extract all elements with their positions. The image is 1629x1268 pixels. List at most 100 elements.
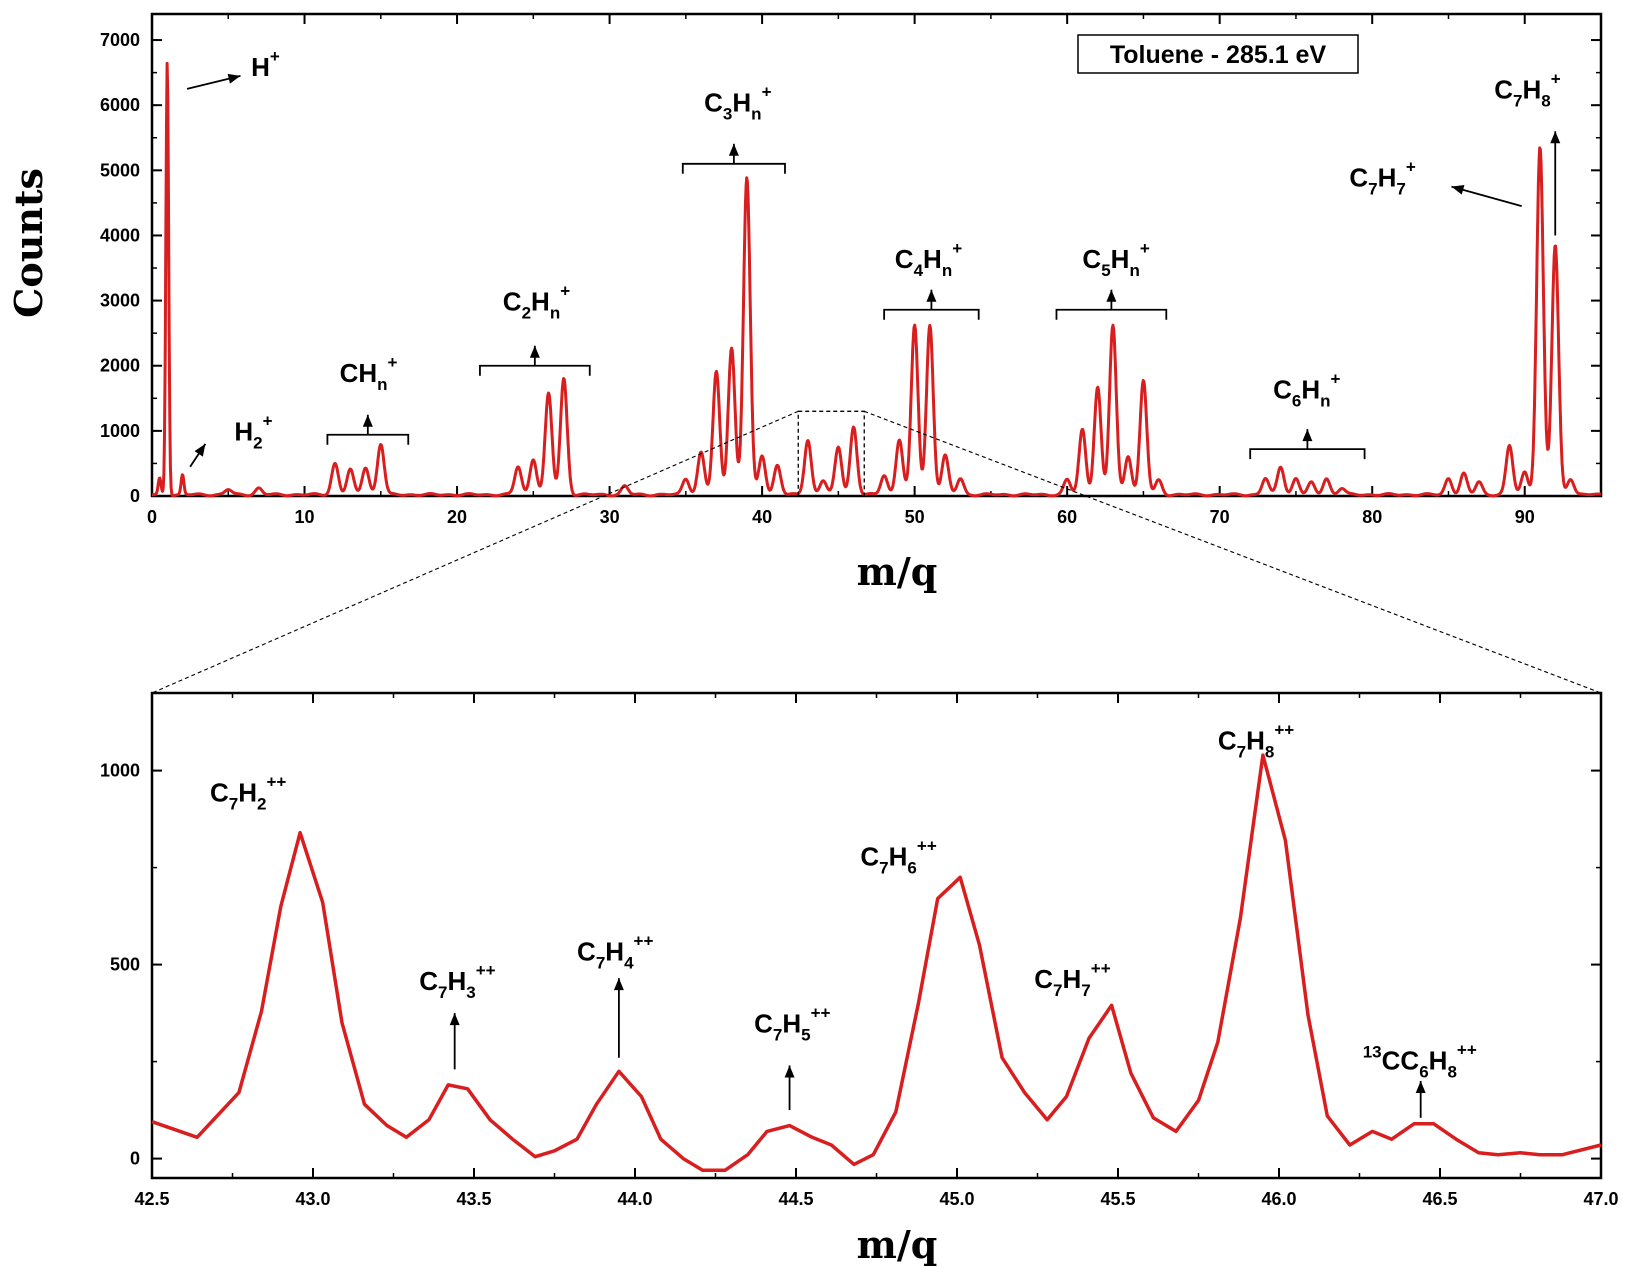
h-plus-arrow-head — [227, 73, 241, 84]
overview-group-label-part: C — [1494, 75, 1513, 105]
zoom-x-tick-label: 45.5 — [1100, 1189, 1135, 1209]
overview-spectrum-line — [151, 61, 1602, 498]
overview-x-tick-label: 40 — [752, 507, 772, 527]
zoom-peak-label-part: C — [1034, 964, 1053, 994]
group-bracket — [681, 162, 786, 174]
zoom-x-tick-label: 45.0 — [939, 1189, 974, 1209]
overview-group-label: C7H7+ — [1349, 158, 1416, 199]
zoom-peak-label: C7H2++ — [210, 773, 286, 814]
zoom-peak-label-part: 7 — [438, 983, 447, 1002]
zoom-region-box — [797, 410, 865, 497]
overview-group-label-part: H — [1111, 244, 1130, 274]
zoom-peak-label-part: ++ — [811, 1004, 831, 1023]
overview-group-label-part: 3 — [723, 105, 732, 124]
overview-group-label-part: H — [531, 286, 550, 316]
overview-group-label: C7H8+ — [1494, 70, 1561, 111]
overview-group-label-part: n — [377, 375, 387, 394]
zoom-peak-label-part: 2 — [257, 795, 266, 814]
overview-group-label-part: C — [895, 244, 914, 274]
group-bracket-arrow-head — [926, 289, 937, 302]
zoom-peak-label-part: 7 — [1081, 981, 1090, 1000]
zoom-peak-label-part: C — [419, 966, 438, 996]
zoom-peak-arrow-head — [1415, 1081, 1426, 1093]
overview-group-label: C6Hn+ — [1273, 369, 1340, 410]
overview-group-label-part: + — [388, 353, 398, 372]
zoom-peak-label: C7H5++ — [754, 1004, 830, 1045]
overview-x-tick-label: 60 — [1057, 507, 1077, 527]
overview-group-label-part: 2 — [253, 434, 262, 453]
zoom-peak-label-part: ++ — [634, 932, 654, 951]
zoom-peak-label: C7H4++ — [577, 932, 653, 973]
zoom-peak-arrow-head — [784, 1065, 795, 1078]
overview-group-label: C2Hn+ — [503, 281, 570, 322]
overview-group-label-part: H — [1522, 75, 1541, 105]
overview-group-label-part: 7 — [1368, 180, 1377, 199]
zoom-x-tick-label: 46.5 — [1422, 1189, 1457, 1209]
zoom-peak-label-part: 6 — [1419, 1062, 1428, 1081]
overview-group-label-part: 6 — [1292, 391, 1301, 410]
overview-group-label-part: n — [942, 261, 952, 280]
overview-group-label-part: n — [550, 303, 560, 322]
overview-group-label-part: 4 — [914, 261, 924, 280]
overview-group-label-part: 8 — [1541, 92, 1550, 111]
overview-group-label: C4Hn+ — [895, 239, 962, 280]
overview-group-label-part: H — [1301, 374, 1320, 404]
zoom-ticks: 42.5 43.0 43.5 44.0 44.5 45.0 45.5 46.0 46.5 47.0… — [100, 693, 1619, 1209]
zoom-peak-label-part: C — [577, 937, 596, 967]
c7h7-plus-arrow — [1451, 185, 1522, 208]
zoom-annotations: C7H2++C7H3++C7H4++C7H5++C7H6++C7H7++C7H8… — [210, 720, 1477, 1118]
zoom-peak-label: C7H7++ — [1034, 959, 1110, 1000]
overview-x-tick-label: 70 — [1210, 507, 1230, 527]
zoom-peak-label: C7H8++ — [1218, 720, 1294, 761]
zoom-peak-label-part: C — [1218, 725, 1237, 755]
overview-group-label-part: C — [1273, 374, 1292, 404]
zoom-peak-label-part: 7 — [1053, 981, 1062, 1000]
zoom-peak-label-part: ++ — [476, 961, 496, 980]
zoom-peak-label-part: 7 — [773, 1026, 782, 1045]
zoom-peak-label-part: ++ — [266, 773, 286, 792]
overview-x-tick-label: 90 — [1515, 507, 1535, 527]
zoom-peak-label-part: 8 — [1447, 1062, 1456, 1081]
zoom-peak-label-part: 7 — [879, 859, 888, 878]
zoom-x-tick-label: 46.0 — [1261, 1189, 1296, 1209]
overview-y-tick-label: 1000 — [100, 421, 140, 441]
overview-group-label-part: H — [923, 244, 942, 274]
overview-group-label-part: + — [270, 47, 280, 66]
zoom-peak-label-part: 13 — [1363, 1042, 1382, 1061]
overview-group-label-part: + — [762, 83, 772, 102]
zoom-peak-label-part: 7 — [1237, 742, 1246, 761]
overview-group-label-part: + — [1406, 158, 1416, 177]
zoom-peak-label: 13CC6H8++ — [1363, 1040, 1477, 1081]
overview-group-label-part: 7 — [1396, 180, 1405, 199]
group-bracket-arrow-head — [529, 345, 540, 358]
zoom-peak-label-part: ++ — [1457, 1040, 1477, 1059]
overview-group-label-part: + — [1330, 369, 1340, 388]
zoom-peak-label-part: 8 — [1265, 742, 1274, 761]
overview-group-label-part: C — [503, 286, 522, 316]
zoom-y-tick-label: 500 — [110, 955, 140, 975]
overview-group-label-part: n — [751, 105, 761, 124]
overview-group-label: H+ — [251, 47, 280, 82]
overview-x-tick-label: 50 — [905, 507, 925, 527]
group-bracket — [479, 364, 591, 376]
zoom-spectrum-line — [151, 753, 1602, 1172]
overview-group-label-part: + — [560, 281, 570, 300]
zoom-peak-label-part: H — [238, 778, 257, 808]
overview-group-label-part: + — [1140, 239, 1150, 258]
overview-group-label-part: 5 — [1101, 261, 1110, 280]
overview-group-label-part: n — [1320, 391, 1330, 410]
overview-group-label-part: C — [1349, 163, 1368, 193]
overview-y-tick-label: 3000 — [100, 291, 140, 311]
group-bracket-arrow-head — [362, 414, 373, 427]
zoom-peak-label-part: ++ — [1274, 720, 1294, 739]
overview-group-label-part: CH — [340, 358, 378, 388]
zoom-peak-label-part: C — [210, 778, 229, 808]
overview-group-label-part: + — [1551, 70, 1561, 89]
overview-y-tick-label: 2000 — [100, 356, 140, 376]
overview-panel: 0 10 20 30 40 50 60 70 80 90 0 1000 2000 3000 4000 5000… — [6, 12, 1603, 594]
zoom-peak-arrow-head — [449, 1013, 460, 1026]
overview-y-axis-title: Counts — [6, 168, 51, 318]
overview-group-label-part: H — [732, 88, 751, 118]
zoom-peak-label-part: 6 — [907, 859, 916, 878]
